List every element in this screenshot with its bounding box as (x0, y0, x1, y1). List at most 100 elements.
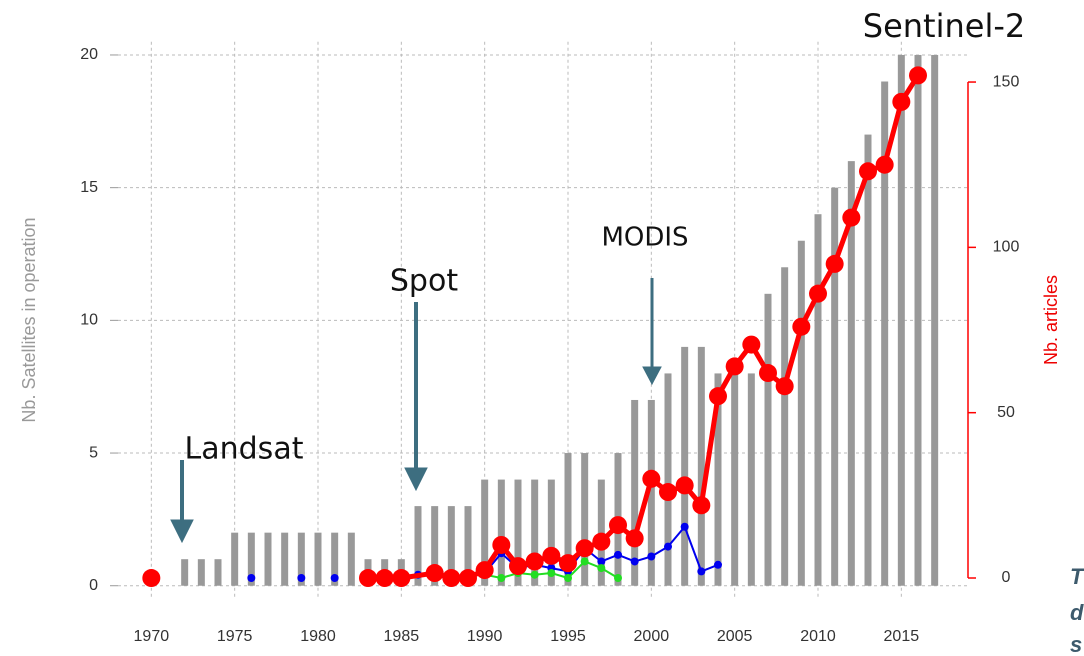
bar (331, 532, 339, 586)
x-tick-label: 1975 (217, 628, 253, 645)
bar (747, 373, 755, 586)
point (647, 552, 656, 561)
bar (547, 479, 555, 586)
bar (847, 161, 855, 586)
bar (897, 54, 905, 586)
point (630, 557, 639, 566)
point (680, 522, 689, 531)
bar (914, 54, 922, 586)
point (425, 564, 444, 583)
bar (881, 81, 889, 586)
annotation: Sentinel-2 (863, 7, 1025, 45)
point (614, 550, 622, 559)
point (664, 542, 672, 551)
point (475, 561, 494, 580)
point (142, 569, 161, 588)
bar (197, 559, 205, 586)
point (714, 560, 722, 569)
y-tick-label: 0 (89, 577, 98, 594)
bar (681, 346, 689, 586)
y-tick-label: 5 (89, 444, 98, 461)
y2-tick-label: 0 (1002, 569, 1011, 586)
bar (447, 506, 455, 586)
bar (797, 240, 805, 586)
y2-axis-label: Nb. articles (1041, 275, 1061, 365)
y2-tick-label: 50 (997, 404, 1015, 421)
bar (281, 532, 289, 586)
y2-tick-label: 100 (993, 239, 1020, 256)
bar (431, 506, 439, 586)
bar (181, 559, 189, 586)
point (625, 529, 644, 548)
bar (247, 532, 255, 586)
bar (631, 399, 639, 586)
point (547, 569, 556, 578)
point (659, 483, 677, 502)
bar (714, 373, 722, 586)
point (892, 92, 911, 111)
x-tick-label: 1980 (300, 628, 336, 645)
y2-tick-label: 150 (993, 73, 1020, 90)
bar (581, 453, 589, 586)
bar (764, 293, 772, 586)
bar (264, 532, 272, 586)
point (742, 335, 761, 354)
point (580, 557, 589, 566)
bar (814, 214, 822, 586)
point (559, 554, 577, 573)
y-tick-label: 20 (80, 46, 98, 63)
point (809, 284, 827, 303)
y-tick-label: 15 (80, 179, 98, 196)
bar (231, 532, 239, 586)
x-tick-label: 1970 (134, 628, 170, 645)
bar (697, 346, 705, 586)
point (692, 496, 711, 515)
point (842, 208, 861, 227)
point (859, 162, 877, 181)
bar (214, 559, 222, 586)
bar (531, 479, 539, 586)
point (525, 552, 544, 571)
bar (314, 532, 322, 586)
point (542, 546, 561, 565)
point (675, 476, 694, 495)
point (509, 557, 527, 576)
arrows (170, 278, 662, 544)
arrow-head (642, 366, 662, 386)
bar (414, 506, 422, 586)
annotation: Landsat (185, 432, 304, 467)
bar (781, 267, 789, 586)
arrow-head (404, 467, 428, 492)
point (875, 155, 894, 174)
point (759, 364, 777, 383)
bar (831, 187, 839, 586)
bar (497, 479, 505, 586)
bar (647, 399, 655, 586)
point (330, 574, 339, 583)
bar (731, 373, 739, 586)
point (392, 569, 411, 588)
bar (931, 54, 939, 586)
text-fragment: s (1070, 632, 1082, 656)
x-tick-label: 1995 (550, 628, 586, 645)
point (792, 317, 811, 336)
point (709, 387, 727, 406)
point (575, 539, 594, 558)
bar (664, 373, 672, 586)
point (825, 254, 844, 273)
text-fragment: d (1070, 600, 1084, 625)
point (614, 574, 622, 583)
x-tick-label: 1990 (467, 628, 503, 645)
point (297, 574, 306, 583)
point (597, 564, 606, 573)
point (725, 357, 744, 376)
point (492, 535, 511, 554)
point (497, 574, 506, 583)
point (375, 569, 394, 588)
bar (464, 506, 472, 586)
x-tick-label: 2000 (634, 628, 670, 645)
point (564, 574, 572, 583)
point (642, 469, 661, 488)
point (592, 532, 611, 551)
